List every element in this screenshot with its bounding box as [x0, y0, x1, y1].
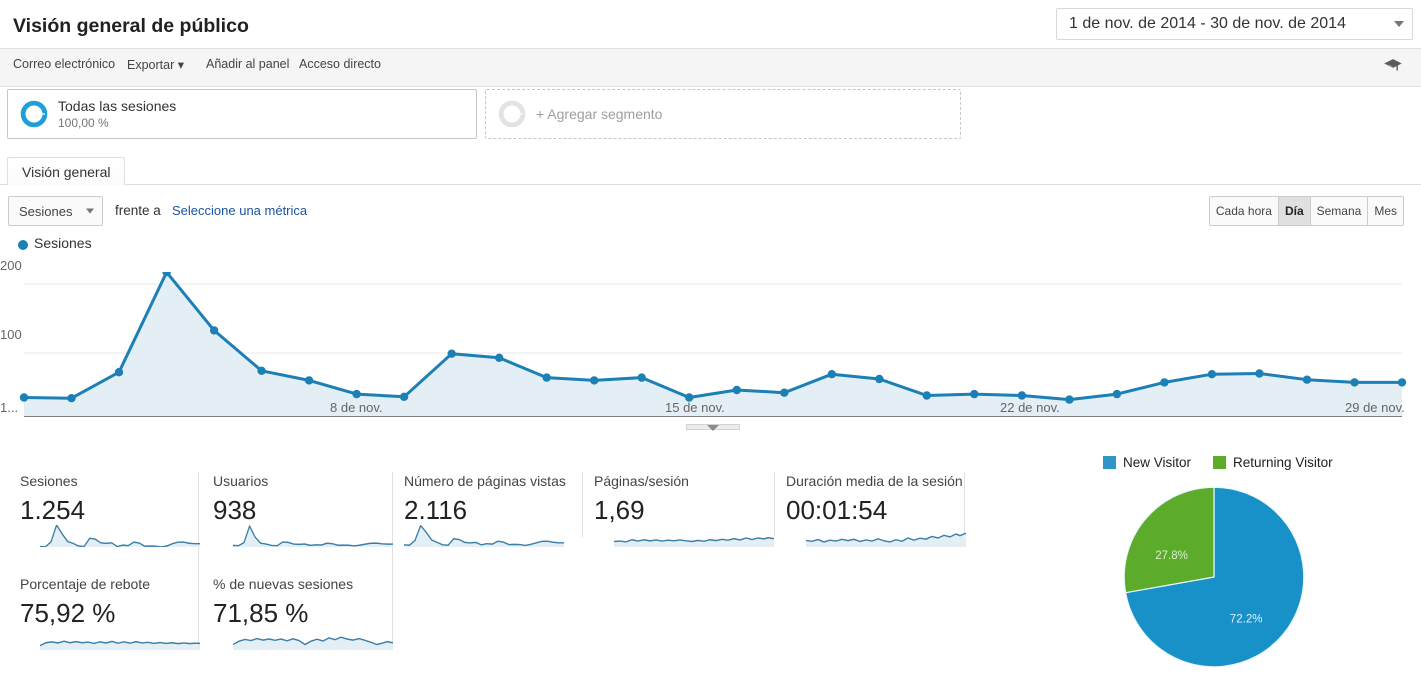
svg-text:27.8%: 27.8%	[1155, 550, 1188, 562]
svg-text:72.2%: 72.2%	[1230, 614, 1263, 626]
